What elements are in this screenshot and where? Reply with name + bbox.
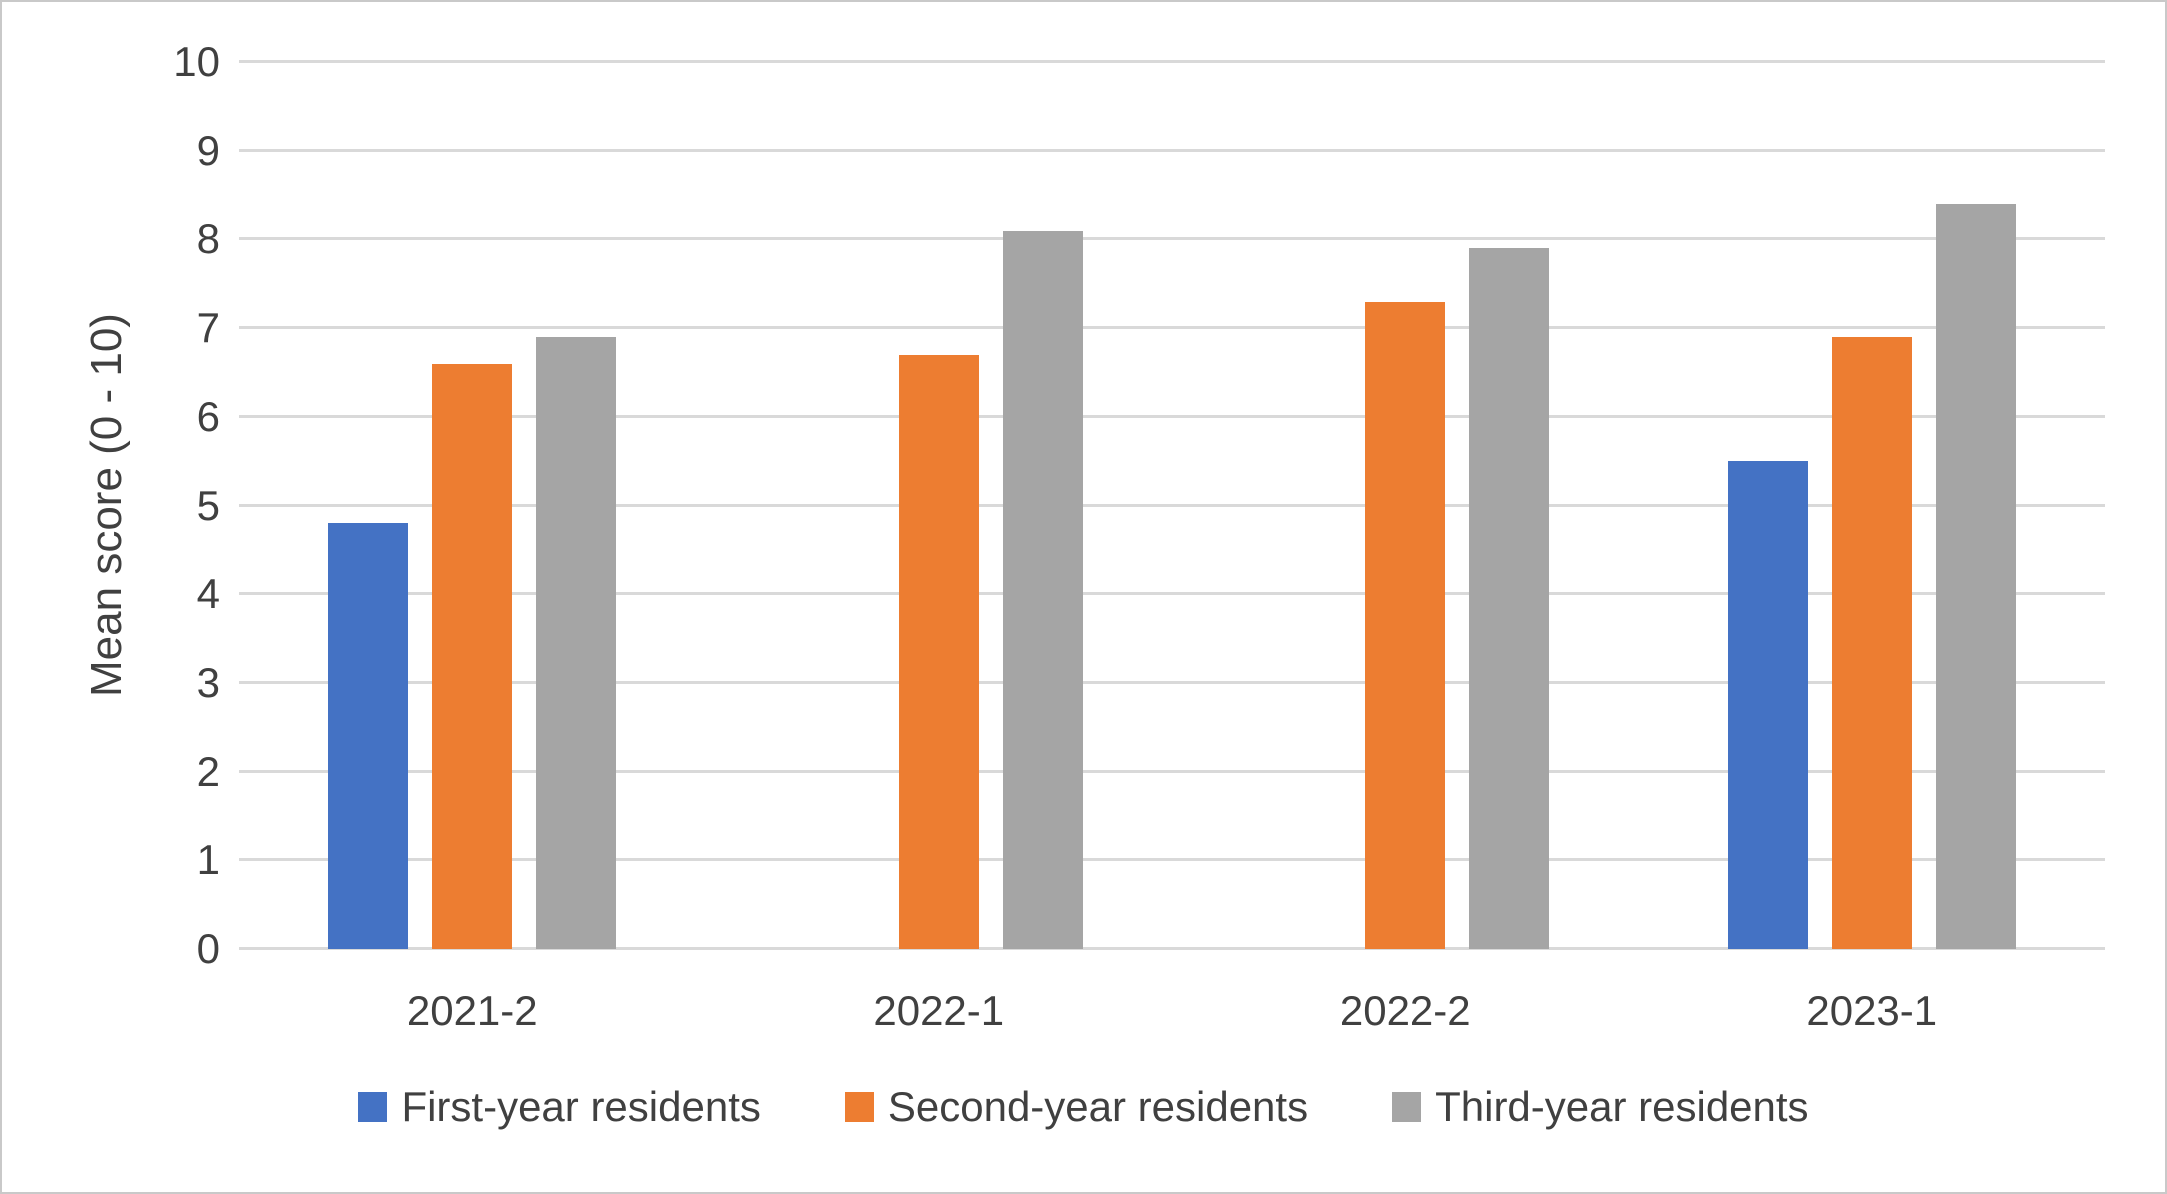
gridline-8 xyxy=(239,237,2105,241)
bar-first-year-residents-2021-2 xyxy=(328,523,409,949)
x-label-2021-2: 2021-2 xyxy=(406,987,538,1034)
gridline-5 xyxy=(239,503,2105,507)
y-tick-3: 3 xyxy=(196,658,220,706)
y-tick-1: 1 xyxy=(196,836,220,884)
legend: First-year residents Second-year resident… xyxy=(2,1074,2165,1140)
x-label-2022-1: 2022-1 xyxy=(873,987,1005,1034)
gridline-3 xyxy=(239,680,2105,684)
bar-second-year-residents-2023-1 xyxy=(1831,336,1912,949)
legend-label: Third-year residents xyxy=(1435,1083,1809,1130)
y-tick-4: 4 xyxy=(196,570,220,618)
y-tick-0: 0 xyxy=(196,925,220,972)
bar-second-year-residents-2021-2 xyxy=(432,363,513,949)
bar-second-year-residents-2022-1 xyxy=(898,354,979,949)
gridline-9 xyxy=(239,148,2105,152)
gridline-1 xyxy=(239,858,2105,862)
bar-third-year-residents-2022-1 xyxy=(1002,230,1083,949)
bar-second-year-residents-2022-2 xyxy=(1365,301,1446,949)
legend-label: Second-year residents xyxy=(887,1083,1309,1130)
bar-third-year-residents-2022-2 xyxy=(1469,248,1550,949)
bar-third-year-residents-2023-1 xyxy=(1935,203,2016,949)
gridline-10 xyxy=(239,60,2105,63)
y-tick-5: 5 xyxy=(196,481,220,529)
gridline-4 xyxy=(239,592,2105,596)
gridline-2 xyxy=(239,769,2105,773)
y-tick-8: 8 xyxy=(196,215,220,263)
plot-area xyxy=(239,60,2105,950)
x-label-2023-1: 2023-1 xyxy=(1806,987,1938,1034)
legend-swatch-icon xyxy=(1392,1092,1422,1122)
x-label-2022-2: 2022-2 xyxy=(1339,987,1471,1034)
gridline-7 xyxy=(239,326,2105,330)
bar-third-year-residents-2021-2 xyxy=(536,336,617,949)
y-tick-7: 7 xyxy=(196,304,220,352)
y-tick-6: 6 xyxy=(196,392,220,440)
legend-item-first-year-residents: First-year residents xyxy=(358,1083,761,1131)
legend-item-second-year-residents: Second-year residents xyxy=(844,1083,1309,1131)
legend-swatch-icon xyxy=(358,1092,388,1122)
legend-swatch-icon xyxy=(844,1092,874,1122)
y-tick-2: 2 xyxy=(196,747,220,795)
y-tick-10: 10 xyxy=(173,38,220,85)
legend-item-third-year-residents: Third-year residents xyxy=(1392,1083,1809,1131)
x-axis-line xyxy=(239,947,2105,950)
y-tick-9: 9 xyxy=(196,126,220,174)
gridline-6 xyxy=(239,414,2105,418)
bar-first-year-residents-2023-1 xyxy=(1727,461,1808,949)
legend-label: First-year residents xyxy=(401,1083,761,1130)
